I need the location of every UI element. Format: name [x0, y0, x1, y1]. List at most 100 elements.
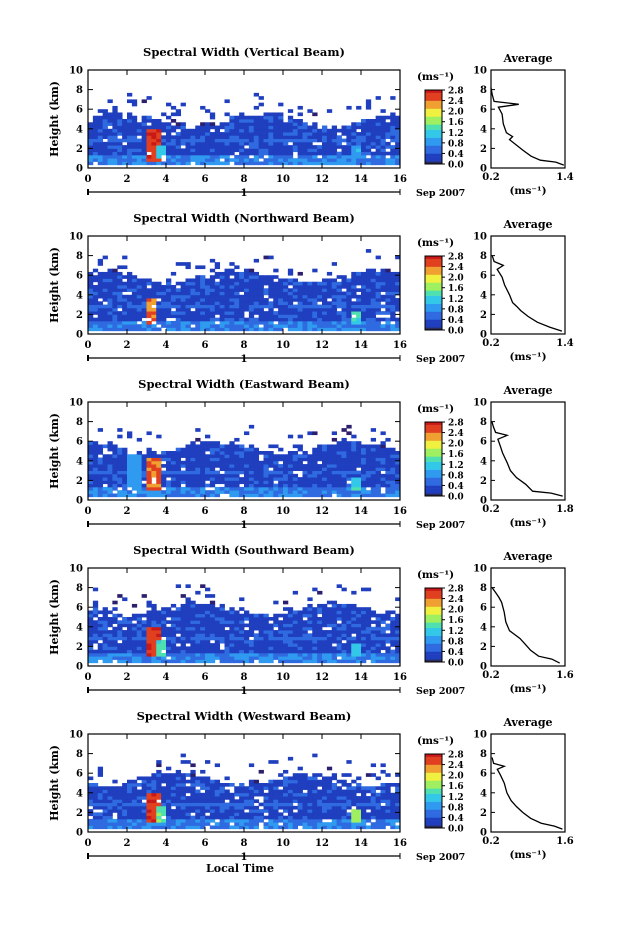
- heatmap-cell: [258, 630, 264, 634]
- heatmap-cell: [283, 307, 289, 312]
- heatmap-cell: [234, 294, 240, 299]
- heatmap-cell: [136, 288, 143, 292]
- heatmap-cell: [278, 626, 284, 631]
- heatmap-cell: [92, 278, 99, 283]
- heatmap-cell: [88, 633, 94, 637]
- colorbar-tick-label: 0.0: [448, 161, 464, 171]
- heatmap-cell: [122, 464, 128, 468]
- x-tick-label: 8: [241, 672, 248, 683]
- heatmap-cell: [200, 125, 206, 130]
- heatmap-cell: [307, 646, 313, 651]
- heatmap-cell: [365, 158, 372, 162]
- heatmap-cell: [351, 307, 357, 312]
- heatmap-cell: [326, 486, 333, 491]
- heatmap-cell: [97, 822, 104, 826]
- heatmap-cell: [200, 490, 206, 494]
- heatmap-cell: [297, 128, 303, 133]
- heatmap-cell: [244, 633, 250, 637]
- heatmap-cell: [122, 786, 128, 790]
- heatmap-cell: [385, 161, 391, 166]
- heatmap-cell: [322, 620, 328, 624]
- heatmap-cell: [229, 607, 235, 611]
- heatmap-cell: [175, 818, 182, 823]
- heatmap-cell: [297, 285, 303, 289]
- heatmap-cell: [283, 600, 289, 605]
- heatmap-cell: [170, 818, 177, 823]
- heatmap-cell: [224, 457, 230, 462]
- heatmap-cell: [151, 802, 157, 807]
- heatmap-cell: [127, 317, 133, 322]
- heatmap-cell: [180, 656, 186, 660]
- heatmap-cell: [307, 431, 313, 436]
- heatmap-cell: [200, 161, 206, 166]
- heatmap-cell: [107, 454, 113, 458]
- heatmap-cell: [205, 457, 211, 462]
- heatmap-cell: [395, 617, 401, 621]
- heatmap-cell: [224, 304, 230, 309]
- heatmap-cell: [200, 265, 206, 270]
- heatmap-cell: [205, 789, 211, 794]
- heatmap-cell: [370, 138, 377, 143]
- heatmap-cell: [365, 125, 372, 130]
- heatmap-cell: [317, 444, 323, 449]
- colorbar-tick-label: 0.4: [448, 150, 464, 160]
- heatmap-cell: [331, 431, 338, 436]
- heatmap-cell: [273, 128, 279, 133]
- heatmap-cell: [244, 796, 250, 800]
- heatmap-cell: [209, 607, 216, 611]
- heatmap-cell: [156, 128, 162, 133]
- heatmap-cell: [331, 617, 338, 621]
- y-tick-label: 8: [76, 251, 83, 262]
- heatmap-cell: [175, 109, 182, 113]
- heatmap-cell: [263, 639, 269, 644]
- heatmap-cell: [136, 776, 143, 781]
- heatmap-cell: [97, 483, 104, 488]
- heatmap-cell: [239, 652, 245, 657]
- heatmap-cell: [141, 141, 147, 146]
- heatmap-cell: [239, 815, 245, 820]
- heatmap-cell: [195, 776, 201, 781]
- heatmap-cell: [102, 818, 108, 823]
- heatmap-cell: [248, 268, 255, 273]
- heatmap-cell: [200, 805, 206, 810]
- heatmap-cell: [97, 320, 104, 325]
- heatmap-cell: [175, 825, 182, 830]
- heatmap-cell: [107, 477, 113, 481]
- heatmap-cell: [170, 633, 177, 637]
- heatmap-cell: [136, 623, 143, 628]
- heatmap-cell: [273, 158, 279, 162]
- heatmap-cell: [239, 298, 245, 302]
- heatmap-cell: [97, 301, 104, 305]
- heatmap-cell: [200, 135, 206, 139]
- heatmap-cell: [317, 457, 323, 462]
- heatmap-cell: [283, 646, 289, 651]
- heatmap-cell: [131, 324, 138, 328]
- heatmap-cell: [331, 630, 338, 634]
- heatmap-cell: [395, 630, 401, 634]
- heatmap-cell: [268, 141, 274, 146]
- heatmap-cell: [395, 288, 401, 292]
- heatmap-cell: [273, 822, 279, 826]
- heatmap-cell: [297, 434, 303, 439]
- heatmap-cell: [229, 441, 235, 445]
- heatmap-cell: [273, 154, 279, 159]
- colorbar-segment: [425, 258, 442, 262]
- heatmap-cell: [395, 320, 401, 325]
- heatmap-cell: [356, 639, 362, 644]
- heatmap-cell: [283, 311, 289, 315]
- heatmap-cell: [161, 301, 167, 305]
- heatmap-cell: [151, 470, 157, 475]
- heatmap-cell: [234, 158, 240, 162]
- heatmap-cell: [322, 327, 328, 332]
- heatmap-cell: [341, 278, 347, 283]
- heatmap-cell: [385, 490, 391, 494]
- heatmap-cell: [107, 643, 113, 647]
- heatmap-cell: [209, 122, 216, 126]
- heatmap-cell: [375, 294, 381, 299]
- heatmap-cell: [146, 161, 152, 166]
- heatmap-cell: [268, 464, 274, 468]
- heatmap-cell: [283, 281, 289, 286]
- y-tick-label: 0: [76, 164, 83, 175]
- heatmap-cell: [180, 639, 186, 644]
